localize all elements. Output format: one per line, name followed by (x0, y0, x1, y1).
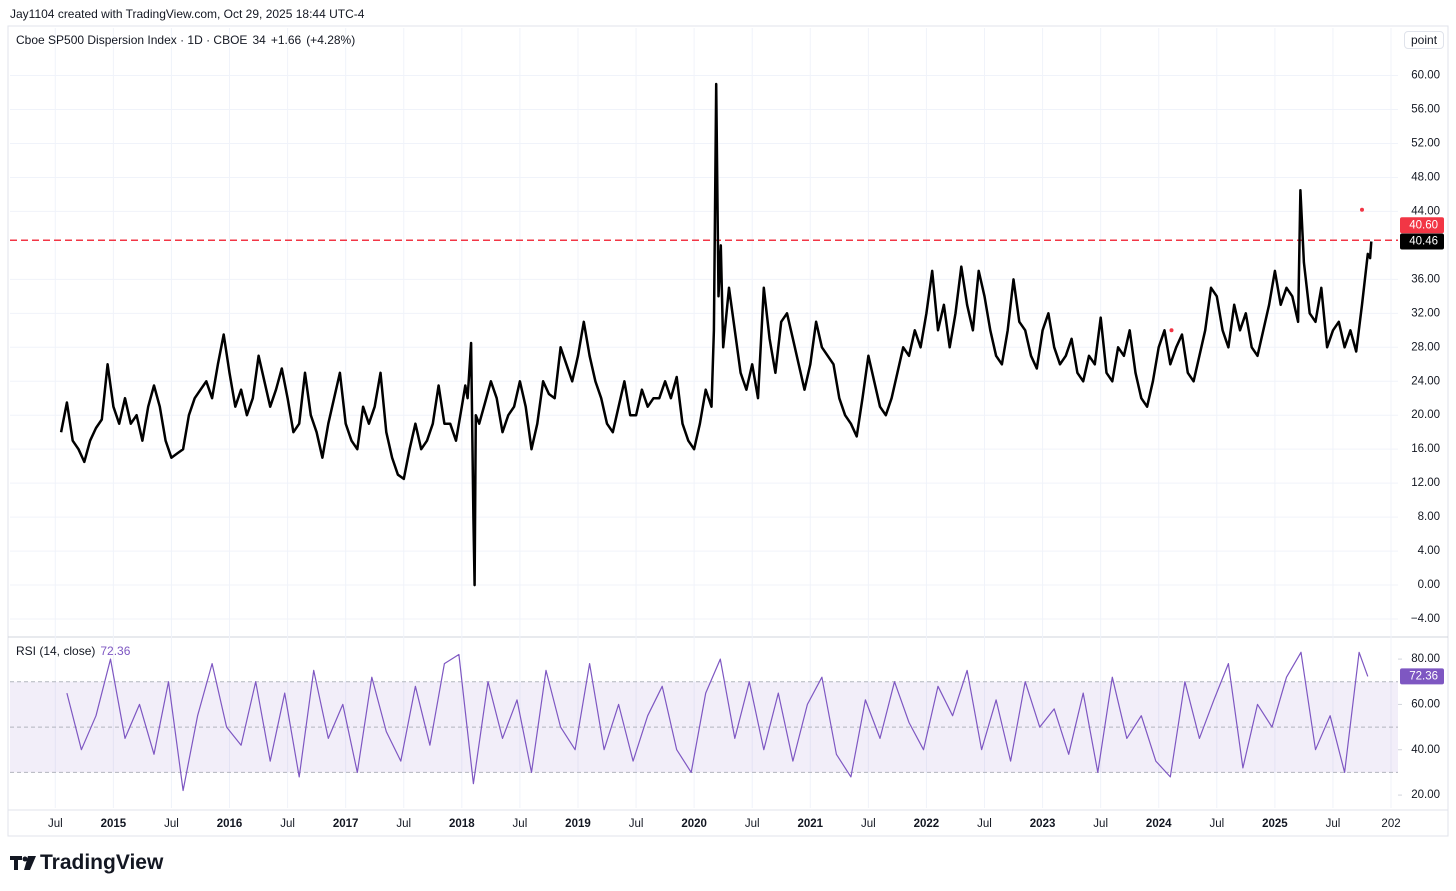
legend: Cboe SP500 Dispersion Index · 1D · CBOE 3… (16, 33, 360, 47)
logo-part (24, 856, 36, 870)
x-tick-label: 2024 (1146, 818, 1172, 830)
y-tick-label: 80.00 (1411, 653, 1440, 665)
x-tick-label: Jul (861, 818, 876, 830)
y-tick-label: 32.00 (1411, 307, 1440, 319)
rsi-last: 72.36 (100, 644, 131, 658)
last-value-tag (1400, 668, 1444, 685)
credit: Jay1104 created with TradingView.com, Oc… (10, 7, 365, 21)
pane-background (10, 28, 1398, 808)
y-tick-label: 8.00 (1418, 511, 1440, 523)
rsi-title: RSI (14, close) (16, 644, 96, 658)
x-tick-label: Jul (1209, 818, 1224, 830)
x-tick-label: 2019 (565, 818, 591, 830)
y-tick-label: 40.00 (1411, 744, 1440, 756)
y-tick-label: 0.00 (1418, 579, 1440, 591)
y-tick-label: 12.00 (1411, 477, 1440, 489)
chart-frame (7, 25, 1449, 837)
logo-text: TradingView (40, 851, 164, 874)
y-tick-label: 56.00 (1411, 104, 1440, 116)
marker (1359, 207, 1364, 212)
last-value-tag (1400, 233, 1444, 250)
x-tick-label: Jul (396, 818, 411, 830)
x-tick-label: 2022 (914, 818, 940, 830)
marker (1169, 328, 1174, 333)
symbol: Cboe SP500 Dispersion Index · 1D · CBOE (16, 33, 248, 47)
logo-icon (10, 856, 36, 870)
x-tick-label: Jul (48, 818, 63, 830)
y-tick-label: 60.00 (1411, 70, 1440, 82)
y-tick-label: 44.00 (1411, 205, 1440, 217)
x-tick-label: 2020 (681, 818, 707, 830)
x-tick-label: 2018 (449, 818, 475, 830)
x-tick-label: 202 (1381, 818, 1400, 830)
logo-part (22, 856, 28, 862)
x-tick-label: Jul (977, 818, 992, 830)
x-tick-label: 2015 (101, 818, 127, 830)
y-tick-label: 16.00 (1411, 443, 1440, 455)
last-value: 34 (252, 33, 266, 47)
x-tick-label: Jul (1093, 818, 1108, 830)
x-tick-label: 2017 (333, 818, 359, 830)
rsi-legend: RSI (14, close) 72.36 (16, 644, 135, 658)
last-value-label: 72.36 (1409, 670, 1438, 682)
y-tick-label: 52.00 (1411, 138, 1440, 150)
alert-label: 40.60 (1409, 219, 1438, 231)
x-tick-label: 2016 (217, 818, 243, 830)
y-tick-label: 20.00 (1411, 409, 1440, 421)
y-tick-label: 60.00 (1411, 698, 1440, 710)
y-tick-label: −4.00 (1411, 613, 1440, 625)
y-tick-label: 36.00 (1411, 273, 1440, 285)
x-tick-label: Jul (164, 818, 179, 830)
y-tick-label: 4.00 (1418, 545, 1440, 557)
change-pct: (+4.28%) (306, 33, 356, 47)
x-tick-label: Jul (280, 818, 295, 830)
logo-part (14, 856, 18, 870)
y-tick-label: 20.00 (1411, 789, 1440, 801)
x-tick-label: 2023 (1030, 818, 1056, 830)
y-tick-label: 48.00 (1411, 171, 1440, 183)
last-value-label: 40.46 (1409, 236, 1438, 248)
x-tick-label: Jul (1326, 818, 1341, 830)
x-tick-label: Jul (745, 818, 760, 830)
change: +1.66 (270, 33, 302, 47)
alert-tag (1400, 217, 1444, 234)
scale-mode[interactable]: point (1404, 31, 1445, 49)
x-tick-label: Jul (513, 818, 528, 830)
series-line (66, 651, 1369, 792)
y-tick-label: 28.00 (1411, 341, 1440, 353)
x-tick-label: 2025 (1262, 818, 1288, 830)
series-line (59, 82, 1373, 587)
pane-background (10, 681, 1398, 773)
x-tick-label: 2021 (797, 818, 823, 830)
y-tick-label: 24.00 (1411, 375, 1440, 387)
x-tick-label: Jul (629, 818, 644, 830)
